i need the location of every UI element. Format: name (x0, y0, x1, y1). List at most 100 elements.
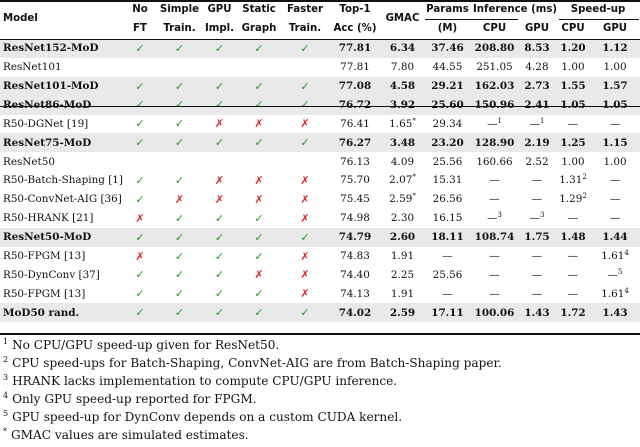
speedup-cpu: 1.25 (556, 133, 590, 153)
flag-gpu-impl (202, 152, 237, 171)
params: 25.56 (424, 152, 471, 171)
header-train: Train. (163, 23, 196, 35)
params: — (424, 247, 471, 266)
check-icon: ✓ (135, 230, 145, 244)
flag-no-ft: ✓ (123, 39, 157, 58)
check-icon: ✓ (135, 41, 145, 55)
table-row: R50-ConvNet-AIG [36] ✓ ✗ ✗ ✗ ✗ 75.45 2.59* 26.56… (0, 190, 640, 209)
flag-simple-train: ✓ (157, 171, 202, 190)
flag-simple-train: ✓ (157, 39, 202, 58)
inference-gpu: 1.75 (518, 227, 556, 247)
top1-acc-value: 77.08 (338, 80, 372, 93)
speedup-cpu-value: — (567, 212, 579, 225)
params-value: 37.46 (431, 42, 464, 55)
flag-faster-train: ✗ (281, 285, 329, 304)
inference-gpu: 2.19 (518, 133, 556, 153)
inference-cpu: — (471, 266, 518, 285)
flag-simple-train: ✓ (157, 209, 202, 228)
cross-icon: ✗ (214, 173, 225, 187)
top1-acc: 77.81 (329, 58, 381, 77)
model-name: ResNet86-MoD (0, 95, 123, 115)
params: 29.34 (424, 115, 471, 134)
results-table: Model No Simple GPU Static Faster Top-1 … (0, 3, 640, 323)
flag-simple-train: ✓ (157, 133, 202, 153)
params: — (424, 285, 471, 304)
speedup-cpu: 1.48 (556, 227, 590, 247)
header-static: Static (242, 3, 276, 15)
speedup-cpu: — (556, 209, 590, 228)
flag-static-graph: ✓ (237, 247, 281, 266)
check-icon: ✓ (254, 287, 264, 301)
gmac-value: 1.65 (389, 117, 413, 130)
model-name: MoD50 rand. (0, 303, 123, 323)
table-row: ResNet50-MoD ✓ ✓ ✓ ✓ ✓ 74.79 2.60 18.11 108.74 1.7… (0, 227, 640, 247)
speedup-gpu: 1.00 (590, 58, 640, 77)
model-name: R50-Batch-Shaping [1] (3, 174, 123, 187)
inference-cpu-value: 162.03 (474, 80, 515, 93)
model-name: ResNet50-MoD (0, 227, 123, 247)
top1-acc-value: 74.83 (340, 250, 370, 263)
speedup-gpu-value: 1.44 (602, 231, 628, 244)
speedup-gpu-value: 1.61 (601, 287, 625, 300)
params: 23.20 (424, 133, 471, 153)
group-rule (0, 106, 640, 107)
cross-icon: ✗ (300, 211, 310, 225)
inference-cpu-value: — (489, 250, 500, 263)
gmac: 1.65* (381, 115, 424, 134)
speedup-gpu: —5 (590, 266, 640, 285)
speedup-cpu-value: 1.29 (559, 193, 583, 206)
inference-gpu-footnote-mark: 3 (539, 211, 545, 220)
header-inf-cpu: CPU (482, 23, 507, 35)
top1-acc: 76.72 (329, 95, 381, 115)
params: 25.60 (424, 95, 471, 115)
check-icon: ✓ (254, 79, 264, 93)
inference-cpu: — (471, 247, 518, 266)
speedup-gpu-value: 1.00 (603, 155, 627, 168)
header-simple: Simple (159, 3, 200, 15)
gmac: 2.30 (381, 209, 424, 228)
header-model: Model (3, 13, 38, 25)
flag-faster-train: ✗ (281, 209, 329, 228)
model-name: ResNet152-MoD (0, 39, 123, 58)
inference-cpu-value: 208.80 (474, 42, 515, 55)
flag-faster-train: ✓ (281, 303, 329, 323)
footnote-text: Only GPU speed-up reported for FPGM. (12, 392, 257, 406)
inference-gpu-value: 1.75 (524, 231, 550, 244)
flag-no-ft: ✓ (123, 133, 157, 153)
table-row: R50-HRANK [21] ✗ ✓ ✓ ✓ ✗ 74.98 2.30 16.15 —3 —3— — (0, 209, 640, 228)
flag-faster-train (281, 152, 329, 171)
inference-cpu: 251.05 (471, 58, 518, 77)
speedup-cpu: — (556, 285, 590, 304)
params-value: 44.55 (432, 61, 463, 74)
inference-cpu: — (471, 285, 518, 304)
speedup-gpu-value: — (609, 174, 621, 187)
cross-icon: ✗ (300, 117, 310, 131)
gmac: 2.25 (381, 266, 424, 285)
inference-gpu-value: — (531, 193, 543, 206)
gmac: 3.92 (381, 95, 424, 115)
footnote: 4 Only GPU speed-up reported for FPGM. (3, 390, 638, 408)
gmac: 4.58 (381, 76, 424, 96)
speedup-cpu: 1.05 (556, 95, 590, 115)
flag-simple-train: ✓ (157, 266, 202, 285)
flag-gpu-impl: ✗ (202, 190, 237, 209)
params-value: 16.15 (432, 212, 463, 225)
speedup-gpu: — (590, 209, 640, 228)
footnote-mark: 2 (3, 355, 9, 364)
model-name: R50-DGNet [19] (3, 117, 89, 130)
footnote: 3 HRANK lacks implementation to compute C… (3, 372, 638, 390)
gmac: 1.91 (381, 247, 424, 266)
speedup-cpu-value: 1.20 (560, 42, 586, 55)
footnotes: 1 No CPU/GPU speed-up given for ResNet50.… (3, 336, 638, 444)
header-su-cpu: CPU (561, 23, 585, 35)
inference-gpu: — (518, 171, 556, 190)
gmac: 2.59* (381, 190, 424, 209)
check-icon: ✓ (214, 268, 225, 282)
check-icon: ✓ (300, 79, 310, 93)
check-icon: ✓ (214, 41, 225, 55)
flag-no-ft: ✓ (123, 227, 157, 247)
inference-gpu-value: 8.53 (524, 42, 550, 55)
speedup-gpu-footnote-mark: 4 (624, 249, 629, 258)
cross-icon: ✗ (300, 268, 310, 282)
inference-cpu: 108.74 (471, 227, 518, 247)
